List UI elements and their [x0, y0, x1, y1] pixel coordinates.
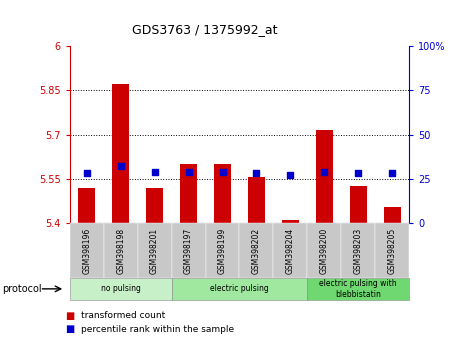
Bar — [146, 188, 163, 223]
Point — [252, 171, 260, 176]
Text: GSM398199: GSM398199 — [218, 227, 227, 274]
Bar — [180, 164, 197, 223]
Bar — [214, 164, 231, 223]
Point — [151, 169, 158, 175]
Bar — [112, 84, 129, 223]
Bar — [350, 186, 367, 223]
Text: transformed count: transformed count — [81, 311, 166, 320]
Point — [117, 164, 124, 169]
Text: GSM398201: GSM398201 — [150, 227, 159, 274]
Bar — [316, 130, 333, 223]
Bar — [384, 207, 401, 223]
Point — [320, 169, 328, 175]
Point — [286, 172, 294, 178]
Text: electric pulsing: electric pulsing — [210, 284, 269, 293]
Point — [83, 171, 90, 176]
Text: GSM398200: GSM398200 — [320, 227, 329, 274]
Text: percentile rank within the sample: percentile rank within the sample — [81, 325, 234, 334]
Text: GSM398196: GSM398196 — [82, 227, 91, 274]
Text: electric pulsing with
blebbistatin: electric pulsing with blebbistatin — [319, 279, 397, 298]
Point — [388, 171, 396, 176]
Text: GDS3763 / 1375992_at: GDS3763 / 1375992_at — [132, 23, 277, 36]
Text: GSM398205: GSM398205 — [388, 227, 397, 274]
Text: ■: ■ — [65, 311, 74, 321]
Bar — [78, 188, 95, 223]
Text: GSM398203: GSM398203 — [354, 227, 363, 274]
Text: ■: ■ — [65, 324, 74, 334]
Bar — [282, 220, 299, 223]
Text: GSM398204: GSM398204 — [286, 227, 295, 274]
Text: GSM398202: GSM398202 — [252, 227, 261, 274]
Text: GSM398197: GSM398197 — [184, 227, 193, 274]
Text: protocol: protocol — [2, 284, 42, 294]
Point — [219, 169, 226, 175]
Point — [354, 171, 362, 176]
Bar — [248, 177, 265, 223]
Text: GSM398198: GSM398198 — [116, 227, 125, 274]
Point — [185, 169, 192, 175]
Text: no pulsing: no pulsing — [101, 284, 140, 293]
